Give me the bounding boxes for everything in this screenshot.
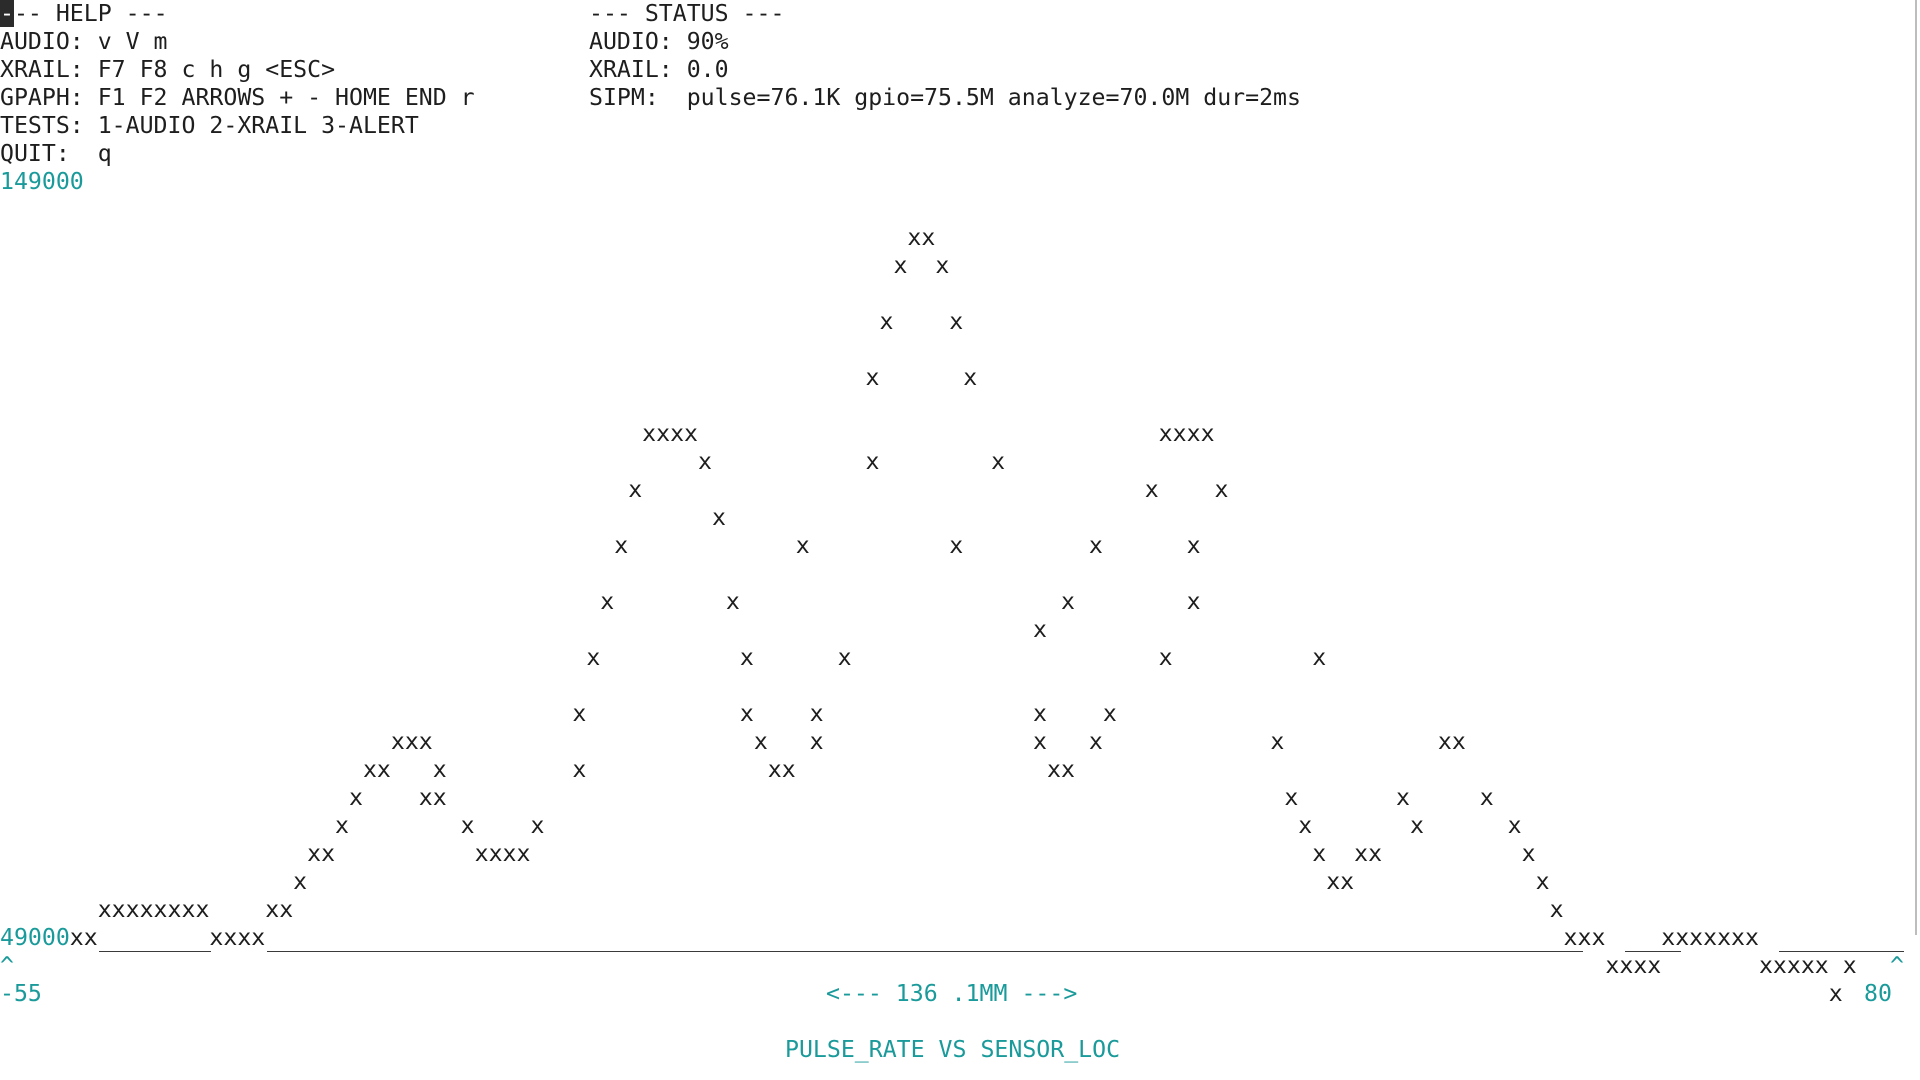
graph-y-max-label: 149000 [0, 168, 84, 195]
status-audio: AUDIO: 90% [589, 28, 729, 55]
help-line-quit: QUIT: q [0, 140, 112, 167]
graph-baseline-segment [1779, 951, 1904, 952]
help-line-xrail: XRAIL: F7 F8 c h g <ESC> [0, 56, 336, 83]
help-line-tests: TESTS: 1-AUDIO 2-XRAIL 3-ALERT [0, 112, 419, 139]
plot-row: x [0, 616, 1048, 643]
plot-row: xx x x xx xx [0, 756, 1075, 783]
plot-row: x x x x x [0, 644, 1327, 671]
plot-row: xx xxxx xxx xxxxxxx [0, 924, 1759, 951]
graph-y-min-label: 49000 [0, 924, 70, 951]
graph-x-span-label: <--- 136 .1MM ---> [826, 980, 1078, 1007]
graph-x-max-label: 80 [1864, 980, 1892, 1007]
graph-right-marker: ^ [1890, 952, 1904, 979]
plot-row: xxxxxxxx xx x [0, 896, 1564, 923]
plot-row: x x [0, 252, 950, 279]
status-header: --- STATUS --- [589, 0, 785, 27]
text-cursor: - [0, 0, 14, 27]
graph-x-min-label: -55 [0, 980, 42, 1007]
help-line-graph: GPAPH: F1 F2 ARROWS + - HOME END r [0, 84, 475, 111]
status-sipm: SIPM: pulse=76.1K gpio=75.5M analyze=70.… [589, 84, 1301, 111]
plot-row: xxxx xxxxx x [0, 952, 1857, 979]
plot-row: x xx x x x [0, 784, 1494, 811]
terminal-scrollbar[interactable] [1915, 0, 1917, 935]
status-xrail: XRAIL: 0.0 [589, 56, 729, 83]
plot-row: x x x x x x [0, 812, 1522, 839]
plot-row: xx [0, 224, 936, 251]
graph-left-marker: ^ [0, 952, 14, 979]
plot-row: x [0, 980, 1843, 1007]
plot-row: xxxx xxxx [0, 420, 1215, 447]
plot-row: x x x x x [0, 700, 1117, 727]
graph-baseline-segment [267, 951, 1583, 952]
plot-row: x x x x x [0, 532, 1201, 559]
plot-row: x x x [0, 448, 1006, 475]
help-header: --- HELP --- [0, 0, 168, 28]
plot-row: x x x [0, 476, 1229, 503]
graph-title: PULSE_RATE VS SENSOR_LOC [785, 1036, 1121, 1063]
help-header-rest: -- HELP --- [13, 0, 168, 27]
plot-row: x xx x [0, 868, 1550, 895]
graph-baseline-segment [1625, 951, 1681, 952]
plot-row: xx xxxx x xx x [0, 840, 1536, 867]
help-line-audio: AUDIO: v V m [0, 28, 168, 55]
graph-baseline-segment [99, 951, 211, 952]
plot-row: x x x x [0, 588, 1201, 615]
plot-row: x x [0, 364, 978, 391]
plot-row: x [0, 504, 726, 531]
plot-row: x x [0, 308, 964, 335]
plot-row: xxx x x x x x xx [0, 728, 1466, 755]
